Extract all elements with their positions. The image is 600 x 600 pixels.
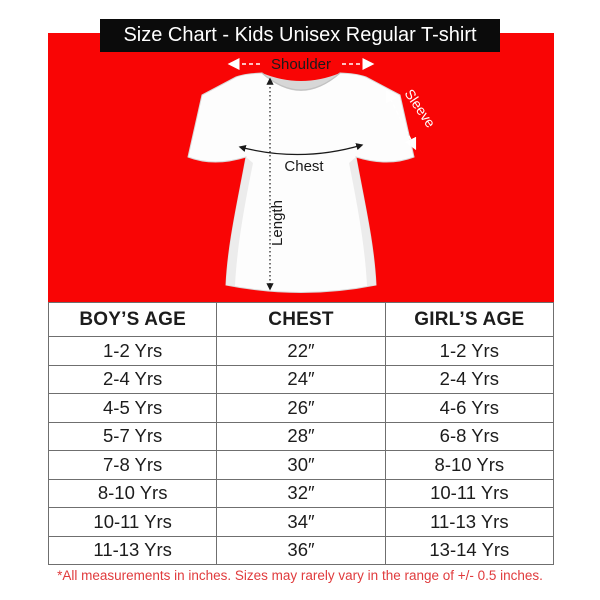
- tshirt-shade-left: [226, 157, 253, 286]
- title-bar: Size Chart - Kids Unisex Regular T-shirt: [100, 19, 500, 52]
- col-header-girls-age: GIRL’S AGE: [384, 302, 555, 337]
- col-header-chest: CHEST: [216, 302, 386, 337]
- boys-age-cell: 10-11 Yrs: [47, 507, 218, 537]
- boys-age-cell: 1-2 Yrs: [47, 336, 218, 366]
- sleeve-arrow-icon: [385, 89, 417, 151]
- tshirt-collar: [262, 73, 340, 91]
- boys-age-cell: 8-10 Yrs: [47, 478, 218, 508]
- table-row: 4-5 Yrs 26″ 4-6 Yrs: [47, 393, 555, 423]
- table-row: 11-13 Yrs 36″ 13-14 Yrs: [47, 535, 555, 565]
- boys-age-cell: 11-13 Yrs: [47, 535, 218, 565]
- girls-age-cell: 13-14 Yrs: [384, 535, 555, 565]
- table-row: 1-2 Yrs 22″ 1-2 Yrs: [47, 336, 555, 366]
- girls-age-cell: 8-10 Yrs: [384, 450, 555, 480]
- chest-cell: 36″: [216, 535, 386, 565]
- chest-cell: 32″: [216, 478, 386, 508]
- girls-age-cell: 10-11 Yrs: [384, 478, 555, 508]
- col-header-boys-age: BOY’S AGE: [47, 302, 218, 337]
- sleeve-label: Sleeve: [402, 86, 439, 131]
- chest-cell: 28″: [216, 421, 386, 451]
- table-row: 7-8 Yrs 30″ 8-10 Yrs: [47, 450, 555, 480]
- chest-cell: 26″: [216, 393, 386, 423]
- table-row: 5-7 Yrs 28″ 6-8 Yrs: [47, 421, 555, 451]
- table-header-row: BOY’S AGE CHEST GIRL’S AGE: [47, 302, 555, 337]
- boys-age-cell: 2-4 Yrs: [47, 364, 218, 394]
- boys-age-cell: 7-8 Yrs: [47, 450, 218, 480]
- size-table: BOY’S AGE CHEST GIRL’S AGE 1-2 Yrs 22″ 1…: [47, 302, 555, 565]
- tshirt-illustration: Shoulder Sleeve Chest Length: [187, 56, 439, 293]
- chest-arrow-icon: [238, 143, 364, 156]
- boys-age-cell: 4-5 Yrs: [47, 393, 218, 423]
- shoulder-label: Shoulder: [271, 56, 331, 73]
- girls-age-cell: 1-2 Yrs: [384, 336, 555, 366]
- girls-age-cell: 11-13 Yrs: [384, 507, 555, 537]
- girls-age-cell: 6-8 Yrs: [384, 421, 555, 451]
- chest-cell: 30″: [216, 450, 386, 480]
- chest-cell: 22″: [216, 336, 386, 366]
- tshirt-shade-right: [349, 157, 376, 286]
- table-row: 2-4 Yrs 24″ 2-4 Yrs: [47, 364, 555, 394]
- chest-cell: 34″: [216, 507, 386, 537]
- boys-age-cell: 5-7 Yrs: [47, 421, 218, 451]
- girls-age-cell: 4-6 Yrs: [384, 393, 555, 423]
- table-row: 10-11 Yrs 34″ 11-13 Yrs: [47, 507, 555, 537]
- tshirt-body: [187, 72, 415, 293]
- chest-label: Chest: [284, 158, 324, 175]
- girls-age-cell: 2-4 Yrs: [384, 364, 555, 394]
- length-label: Length: [269, 200, 286, 246]
- title-text: Size Chart - Kids Unisex Regular T-shirt: [123, 24, 477, 46]
- chest-cell: 24″: [216, 364, 386, 394]
- diagram-panel: Shoulder Sleeve Chest Length: [48, 33, 554, 302]
- footer-note: *All measurements in inches. Sizes may r…: [57, 568, 543, 583]
- table-row: 8-10 Yrs 32″ 10-11 Yrs: [47, 478, 555, 508]
